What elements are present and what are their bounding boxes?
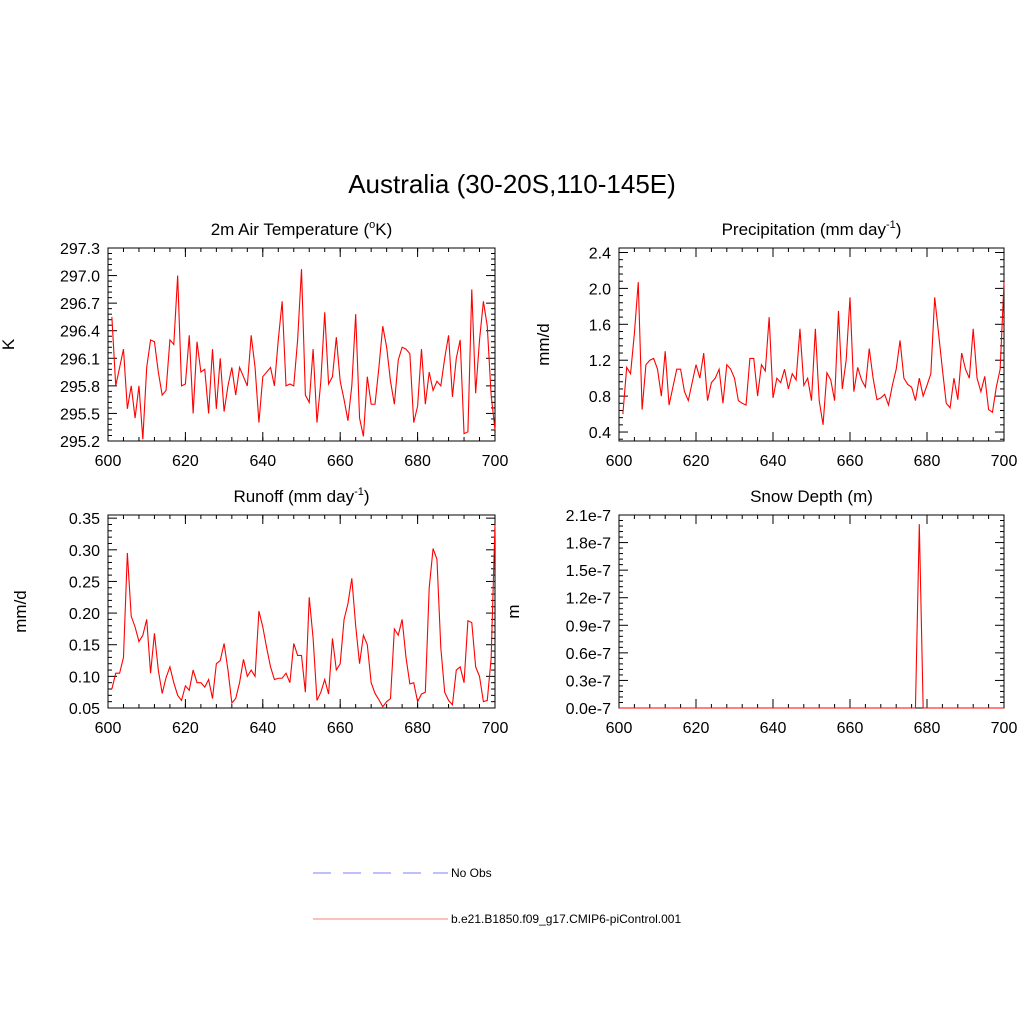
snow-x-tick-label: 600	[606, 720, 633, 737]
panel-precipitation: 600 620 640 660 680 700 0.4 0.8 1.2 1.6 2.0 2.4 Prec…	[534, 219, 1017, 470]
snow-x-tick-label: 700	[991, 720, 1018, 737]
temp-y-tick-label: 297.3	[60, 241, 100, 258]
temp-series-line	[111, 269, 496, 440]
temp-x-tick-label: 680	[404, 453, 431, 470]
runoff-y-axis-label: mm/d	[11, 590, 30, 633]
runoff-x-tick-label: 600	[95, 720, 122, 737]
temp-x-tick-label: 700	[482, 453, 509, 470]
precip-plot-frame	[618, 247, 1005, 442]
snow-panel-title: Snow Depth (m)	[750, 487, 873, 506]
snow-y-tick-label: 2.1e-7	[566, 508, 611, 525]
runoff-y-tick-label: 0.30	[69, 543, 100, 560]
snow-y-tick-label: 1.8e-7	[566, 536, 611, 553]
runoff-y-tick-label: 0.10	[69, 669, 100, 686]
temp-y-tick-label: 295.2	[60, 434, 100, 451]
runoff-x-tick-label: 640	[249, 720, 276, 737]
temp-y-tick-label: 296.4	[60, 324, 100, 341]
precip-y-tick-label: 0.4	[589, 425, 611, 442]
snow-y-tick-label: 0.6e-7	[566, 646, 611, 663]
legend: No Obs b.e21.B1850.f09_g17.CMIP6-piContr…	[313, 866, 681, 926]
legend-label-no-obs: No Obs	[451, 866, 492, 880]
precip-x-tick-label: 700	[991, 453, 1018, 470]
runoff-x-tick-label: 700	[482, 720, 509, 737]
runoff-x-tick-label: 620	[172, 720, 199, 737]
snow-series-line	[619, 524, 1004, 709]
runoff-plot-frame	[107, 514, 496, 709]
temp-x-tick-label: 640	[249, 453, 276, 470]
runoff-panel-title: Runoff (mm day-1)	[233, 486, 369, 506]
temp-x-tick-label: 600	[95, 453, 122, 470]
runoff-y-tick-label: 0.35	[69, 511, 100, 528]
runoff-series-line	[111, 524, 496, 708]
precip-x-tick-label: 680	[914, 453, 941, 470]
runoff-x-tick-label: 660	[327, 720, 354, 737]
precip-y-tick-label: 2.4	[589, 245, 611, 262]
runoff-y-tick-label: 0.25	[69, 574, 100, 591]
precip-x-tick-label: 620	[683, 453, 710, 470]
temp-x-tick-label: 660	[327, 453, 354, 470]
temp-y-tick-label: 296.1	[60, 351, 100, 368]
precip-panel-title: Precipitation (mm day-1)	[722, 219, 902, 239]
snow-y-tick-label: 0.9e-7	[566, 618, 611, 635]
panel-snow-depth: 600 620 640 660 680 700 0.0e-7 0.3e-7 0.6e-7 0.9e…	[504, 487, 1017, 737]
figure-title: Australia (30-20S,110-145E)	[348, 169, 676, 199]
precip-y-tick-label: 2.0	[589, 281, 611, 298]
snow-plot-frame	[618, 514, 1005, 709]
runoff-y-tick-label: 0.15	[69, 638, 100, 655]
temp-y-axis-label: K	[0, 338, 18, 350]
snow-y-tick-label: 1.5e-7	[566, 563, 611, 580]
precip-x-tick-label: 660	[837, 453, 864, 470]
snow-x-tick-label: 620	[683, 720, 710, 737]
snow-x-tick-label: 680	[914, 720, 941, 737]
precip-series-line	[622, 282, 1005, 425]
panel-temperature: 600 620 640 660 680 700 295.2 295.5 295.8 296.1 29…	[0, 219, 508, 470]
temp-y-tick-label: 295.8	[60, 379, 100, 396]
precip-x-tick-label: 640	[760, 453, 787, 470]
temp-y-tick-label: 297.0	[60, 269, 100, 286]
snow-y-tick-label: 0.0e-7	[566, 701, 611, 718]
precip-x-tick-label: 600	[606, 453, 633, 470]
precip-y-tick-label: 1.2	[589, 353, 611, 370]
runoff-y-tick-label: 0.20	[69, 606, 100, 623]
precip-y-axis-label: mm/d	[534, 323, 553, 366]
precip-y-tick-label: 1.6	[589, 317, 611, 334]
snow-y-tick-label: 1.2e-7	[566, 591, 611, 608]
legend-label-picontrol: b.e21.B1850.f09_g17.CMIP6-piControl.001	[451, 912, 681, 926]
temp-panel-title: 2m Air Temperature (oK)	[211, 219, 393, 239]
temp-y-tick-label: 296.7	[60, 296, 100, 313]
temp-plot-frame	[107, 247, 496, 442]
panel-runoff: 600 620 640 660 680 700 0.05 0.10 0.15 0.20 0.25 0.…	[11, 486, 508, 737]
precip-y-tick-label: 0.8	[589, 389, 611, 406]
temp-x-tick-label: 620	[172, 453, 199, 470]
runoff-x-tick-label: 680	[404, 720, 431, 737]
snow-y-axis-label: m	[504, 604, 523, 618]
runoff-y-tick-label: 0.05	[69, 701, 100, 718]
snow-x-tick-label: 660	[837, 720, 864, 737]
temp-y-tick-label: 295.5	[60, 406, 100, 423]
snow-y-tick-label: 0.3e-7	[566, 673, 611, 690]
snow-x-tick-label: 640	[760, 720, 787, 737]
